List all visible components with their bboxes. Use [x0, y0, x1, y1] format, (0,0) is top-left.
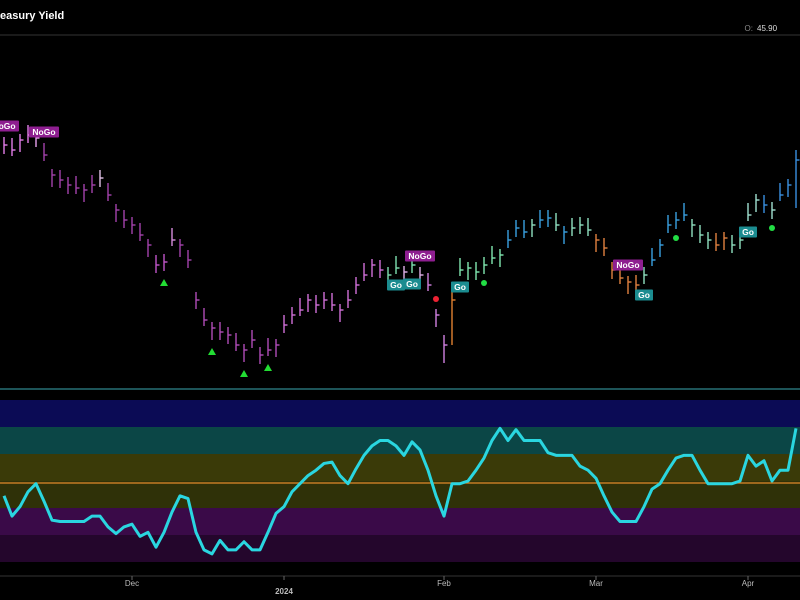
- oscillator-band: [0, 508, 800, 535]
- up-triangle: [208, 348, 216, 355]
- up-triangle: [160, 279, 168, 286]
- go-dot: [481, 280, 487, 286]
- oscillator-band: [0, 400, 800, 427]
- x-tick-label: Mar: [589, 579, 603, 588]
- signal-label: Go: [454, 282, 466, 292]
- x-tick-label: Feb: [437, 579, 451, 588]
- signal-badge: [405, 250, 435, 262]
- up-triangle: [264, 364, 272, 371]
- nogo-dot: [433, 296, 439, 302]
- signal-badge: [451, 281, 469, 293]
- x-tick-label: Apr: [742, 579, 755, 588]
- signal-label: NoGo: [408, 251, 431, 261]
- signal-label: NoGo: [0, 121, 16, 131]
- go-dot: [673, 235, 679, 241]
- signal-label: Go: [742, 227, 754, 237]
- open-value: 45.90: [757, 24, 778, 33]
- oscillator-line: [2, 426, 798, 556]
- up-triangle: [240, 370, 248, 377]
- oscillator-band: [0, 454, 800, 481]
- signal-badge: [739, 226, 757, 238]
- go-dot: [769, 225, 775, 231]
- x-tick-label: 2024: [275, 587, 293, 596]
- signal-badge: [635, 289, 653, 301]
- signal-label: Go: [390, 280, 402, 290]
- signal-label: Go: [406, 279, 418, 289]
- title: easury Yield: [0, 10, 64, 22]
- oscillator-band: [0, 481, 800, 508]
- x-tick-label: Dec: [125, 579, 139, 588]
- signal-badge: [613, 259, 643, 271]
- signal-label: NoGo: [32, 127, 55, 137]
- signal-badge: [387, 279, 405, 291]
- signal-label: NoGo: [616, 260, 639, 270]
- signal-badge: [29, 126, 59, 138]
- open-label: O:: [745, 24, 753, 33]
- oscillator-band: [0, 535, 800, 562]
- signal-label: Go: [638, 290, 650, 300]
- signal-badge: [403, 278, 421, 290]
- signal-badge: [0, 120, 19, 132]
